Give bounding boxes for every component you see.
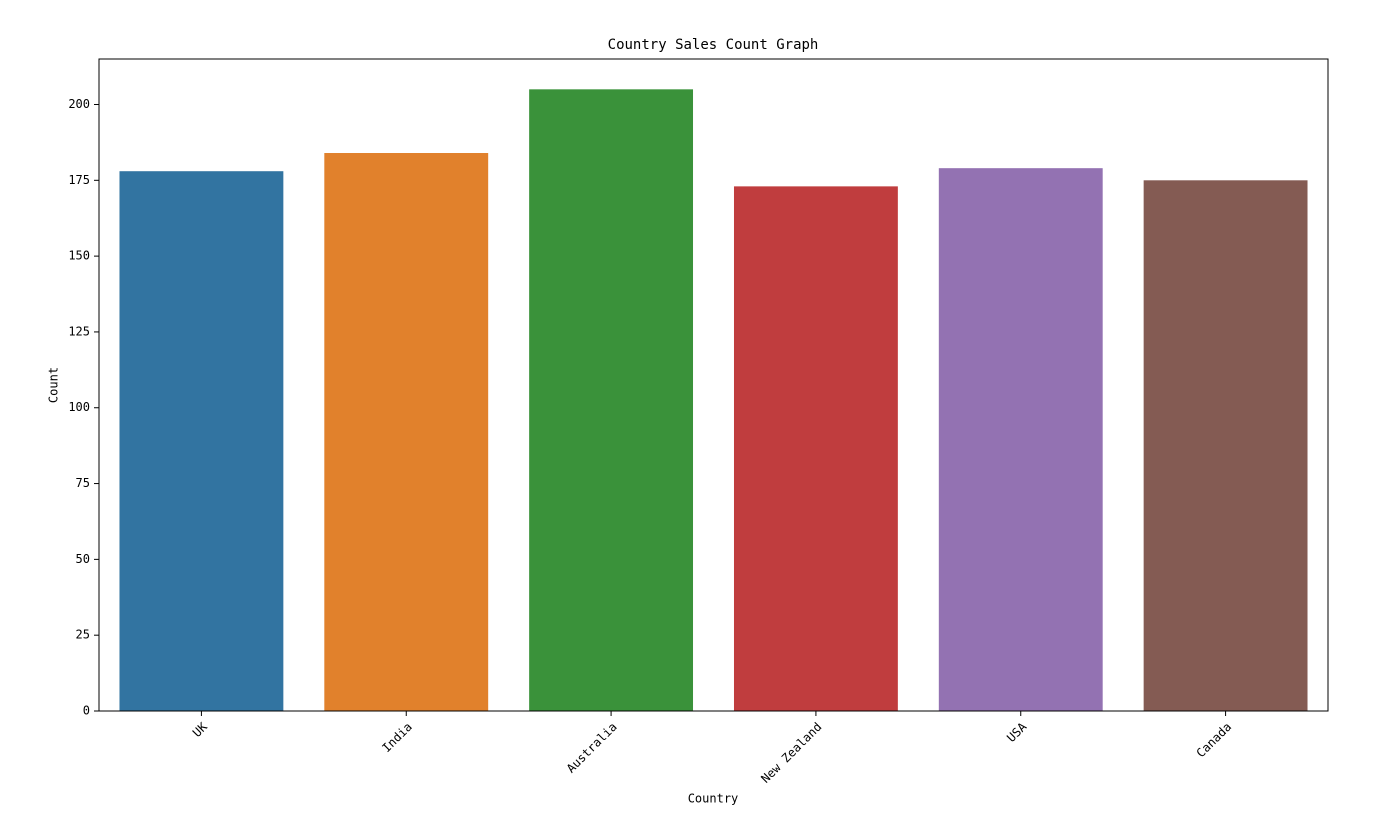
y-axis-label: Count <box>47 367 61 403</box>
y-tick-label: 200 <box>68 97 90 111</box>
plot-frame <box>98 58 1329 712</box>
bar <box>938 168 1103 711</box>
x-tick-label: USA <box>1004 719 1030 745</box>
x-tick-label: New Zealand <box>758 720 824 786</box>
x-axis-label: Country <box>688 792 739 806</box>
y-tick-label: 25 <box>76 628 90 642</box>
y-tick-label: 75 <box>76 476 90 490</box>
y-tick-label: 100 <box>68 400 90 414</box>
bar <box>529 89 694 712</box>
bar <box>324 153 489 712</box>
bar <box>1143 180 1308 712</box>
x-tick-label: India <box>379 720 414 755</box>
chart-title: Country Sales Count Graph <box>608 37 819 53</box>
y-tick-label: 0 <box>83 704 90 718</box>
y-tick-label: 175 <box>68 173 90 187</box>
y-tick-label: 50 <box>76 552 90 566</box>
bar <box>733 186 898 712</box>
x-tick-label: Australia <box>564 720 620 776</box>
bar <box>119 171 284 711</box>
y-tick-label: 125 <box>68 324 90 338</box>
y-tick-label: 150 <box>68 249 90 263</box>
x-tick-label: Canada <box>1194 720 1235 761</box>
x-tick-label: UK <box>190 719 211 740</box>
